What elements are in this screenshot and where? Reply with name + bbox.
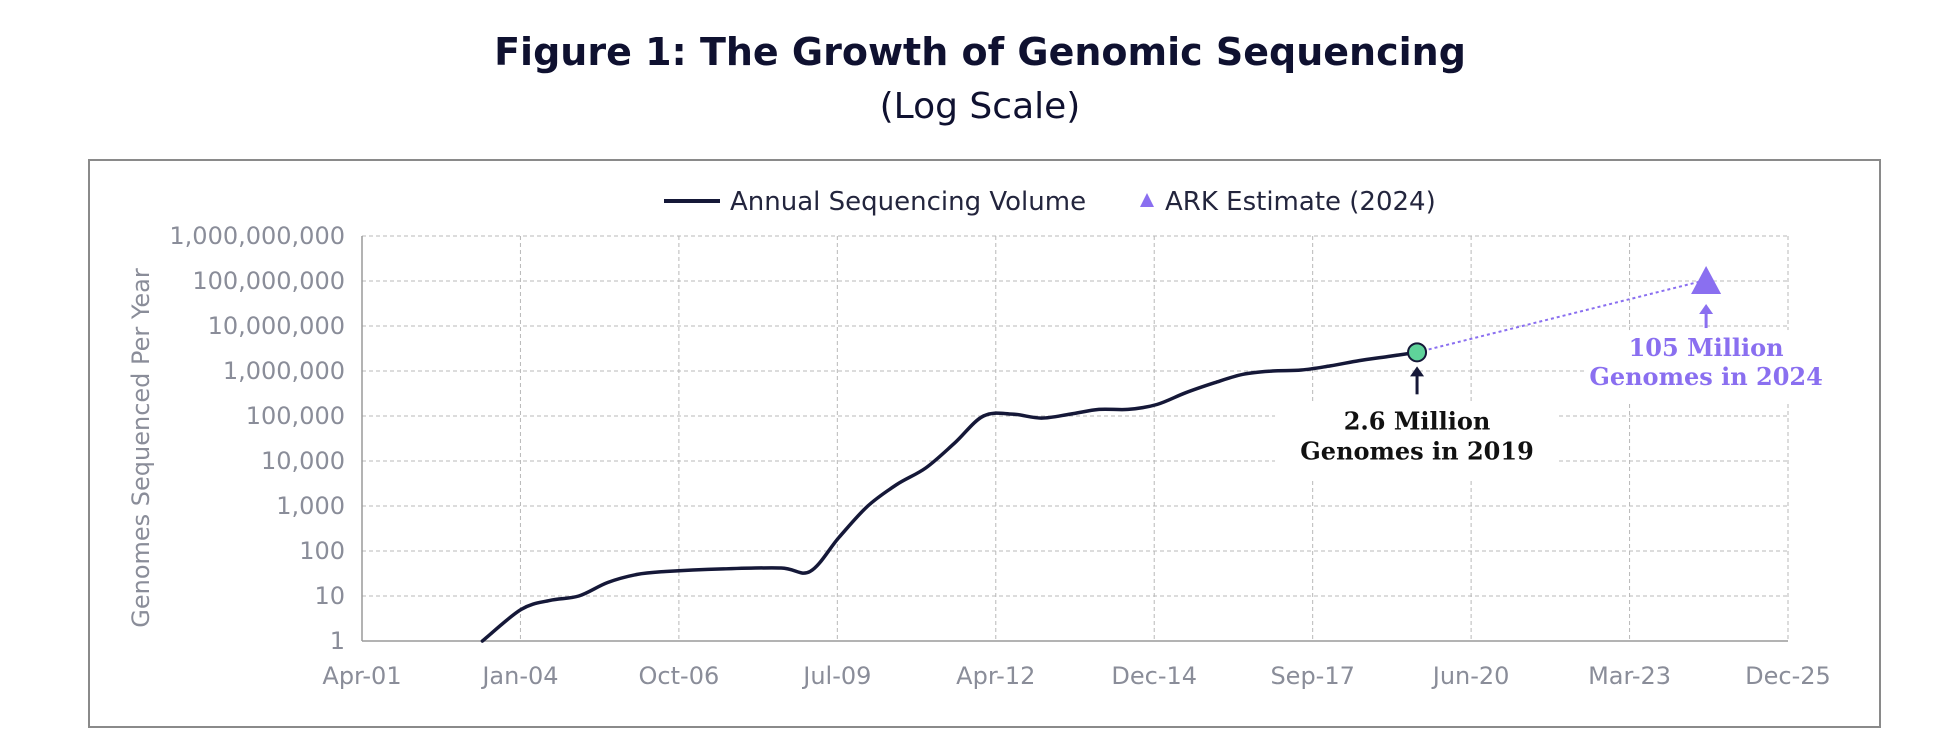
chart-frame xyxy=(88,159,1881,728)
y-tick-label: 10 xyxy=(314,582,345,610)
arrow-up-icon xyxy=(1410,366,1425,377)
arrow-up-icon xyxy=(1699,304,1714,315)
y-axis-ticks: 1 10 100 1,000 10,000 100,000 1,000,000 10,000,… xyxy=(169,222,345,655)
x-tick-label: Apr-12 xyxy=(956,662,1035,690)
x-axis-ticks: Apr-01 Jan-04 Oct-06 Jul-09 Apr-12 Dec-14 Sep-… xyxy=(322,662,1830,690)
annotation-2024-background xyxy=(1586,330,1827,403)
legend-triangle-icon xyxy=(1140,193,1154,207)
legend: Annual Sequencing Volume ARK Estimate (2… xyxy=(664,187,1436,217)
x-tick-label: Dec-14 xyxy=(1111,662,1197,690)
annotation-2019-line2: Genomes in 2019 xyxy=(1300,436,1533,465)
legend-label-estimate: ARK Estimate (2024) xyxy=(1165,187,1436,217)
grid xyxy=(361,235,1789,642)
x-tick-label: Sep-17 xyxy=(1270,662,1354,690)
annotation-2024-line2: Genomes in 2024 xyxy=(1589,362,1822,391)
projection-line xyxy=(1416,279,1707,354)
x-tick-label: Apr-01 xyxy=(322,662,401,690)
y-tick-label: 100,000,000 xyxy=(192,267,345,295)
legend-label-volume: Annual Sequencing Volume xyxy=(730,187,1086,217)
y-tick-label: 100,000 xyxy=(246,402,345,430)
x-tick-label: Jan-04 xyxy=(480,662,558,690)
y-tick-label: 100 xyxy=(299,537,345,565)
point-2019 xyxy=(1407,342,1428,363)
y-tick-label: 1,000 xyxy=(276,492,345,520)
chart-subtitle: (Log Scale) xyxy=(879,86,1081,127)
x-tick-label: Oct-06 xyxy=(639,662,720,690)
y-tick-label: 10,000,000 xyxy=(208,312,345,340)
series-line-annual-volume xyxy=(480,350,1419,643)
x-tick-label: Jul-09 xyxy=(801,662,871,690)
chart-title: Figure 1: The Growth of Genomic Sequenci… xyxy=(494,30,1466,74)
annotation-2024-line1: 105 Million xyxy=(1629,333,1784,362)
y-axis-label: Genomes Sequenced Per Year xyxy=(127,268,155,628)
point-ark-estimate-2024 xyxy=(1691,266,1722,295)
x-tick-label: Mar-23 xyxy=(1588,662,1671,690)
annotation-2019-line1: 2.6 Million xyxy=(1344,406,1491,435)
y-tick-label: 1,000,000,000 xyxy=(169,222,345,250)
y-tick-label: 10,000 xyxy=(261,447,345,475)
x-tick-label: Dec-25 xyxy=(1745,662,1831,690)
annotation-2019-background xyxy=(1275,402,1560,479)
x-tick-label: Jun-20 xyxy=(1431,662,1510,690)
y-tick-label: 1,000,000 xyxy=(223,357,345,385)
series-layer xyxy=(480,266,1722,643)
y-tick-label: 1 xyxy=(330,627,345,655)
